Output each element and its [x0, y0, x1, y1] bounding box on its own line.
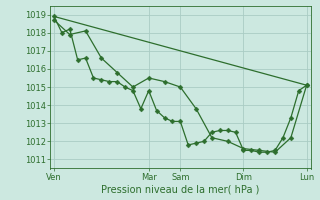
X-axis label: Pression niveau de la mer( hPa ): Pression niveau de la mer( hPa )	[101, 184, 260, 194]
